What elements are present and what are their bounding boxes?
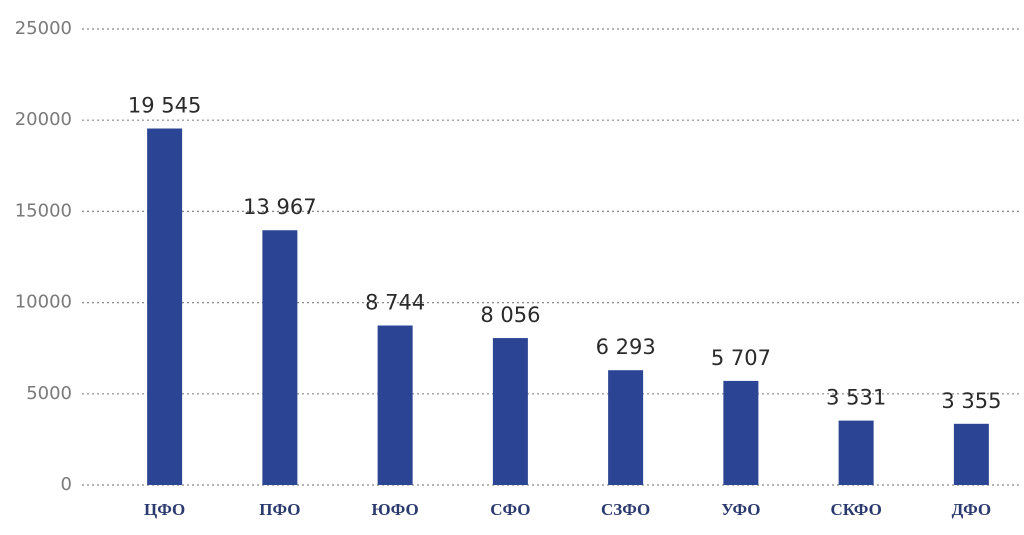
value-label: 13 967 bbox=[243, 195, 316, 219]
bar bbox=[838, 420, 874, 485]
bar bbox=[147, 128, 183, 485]
x-tick-label: ПФО bbox=[259, 500, 300, 519]
x-tick-label: СЗФО bbox=[601, 500, 650, 519]
x-tick-label: ЦФО bbox=[144, 500, 185, 519]
x-tick-label: СФО bbox=[490, 500, 530, 519]
x-tick-label: УФО bbox=[721, 500, 760, 519]
y-tick-label: 0 bbox=[61, 474, 72, 495]
y-tick-label: 15000 bbox=[15, 200, 72, 221]
value-label: 19 545 bbox=[128, 93, 201, 117]
bar bbox=[608, 370, 644, 485]
value-label: 5 707 bbox=[711, 346, 771, 370]
value-label: 3 531 bbox=[826, 386, 886, 410]
y-tick-label: 25000 bbox=[15, 18, 72, 39]
bar bbox=[723, 380, 759, 485]
bar bbox=[492, 338, 528, 485]
bar bbox=[262, 230, 298, 485]
bar bbox=[377, 325, 413, 485]
y-tick-label: 10000 bbox=[15, 292, 72, 313]
value-label: 3 355 bbox=[941, 389, 1001, 413]
value-label: 8 056 bbox=[480, 303, 540, 327]
x-tick-label: СКФО bbox=[830, 500, 881, 519]
x-tick-label: ДФО bbox=[952, 500, 992, 519]
bar bbox=[953, 423, 989, 485]
x-tick-label: ЮФО bbox=[372, 500, 419, 519]
value-label: 6 293 bbox=[596, 335, 656, 359]
y-tick-label: 20000 bbox=[15, 109, 72, 130]
value-label: 8 744 bbox=[365, 291, 425, 315]
y-tick-label: 5000 bbox=[26, 383, 72, 404]
